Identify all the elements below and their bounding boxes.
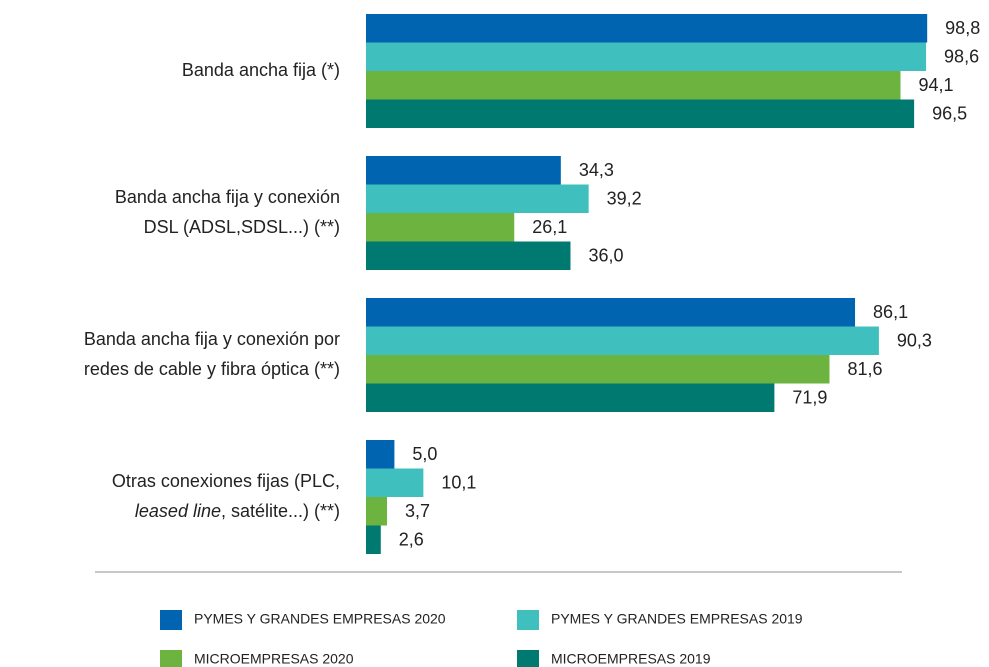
value-label: 81,6: [847, 359, 882, 379]
category-label: Banda ancha fija y conexión por: [84, 329, 340, 349]
value-label: 2,6: [399, 530, 424, 550]
category-label: Banda ancha fija y conexión: [115, 187, 340, 207]
bar: [366, 213, 515, 242]
bar: [366, 156, 561, 185]
legend-label: MICROEMPRESAS 2020: [194, 651, 354, 667]
legend-swatch: [517, 610, 539, 630]
value-label: 94,1: [918, 75, 953, 95]
value-label: 10,1: [441, 473, 476, 493]
value-label: 86,1: [873, 302, 908, 322]
bar: [366, 468, 424, 497]
category-label: Banda ancha fija (*): [182, 60, 340, 80]
legend-label: MICROEMPRESAS 2019: [551, 651, 711, 667]
category-label: redes de cable y fibra óptica (**): [84, 359, 340, 379]
bar: [366, 99, 915, 128]
bar: [366, 326, 879, 355]
bar: [366, 71, 901, 100]
value-label: 5,0: [412, 444, 437, 464]
legend-label: PYMES Y GRANDES EMPRESAS 2020: [194, 611, 446, 627]
bar: [366, 14, 928, 43]
bar: [366, 42, 927, 71]
value-label: 98,8: [945, 18, 980, 38]
value-label: 71,9: [792, 388, 827, 408]
legend-swatch: [160, 650, 182, 667]
bar: [366, 355, 830, 384]
category-label: leased line, satélite...) (**): [135, 501, 340, 521]
value-label: 3,7: [405, 501, 430, 521]
value-label: 96,5: [932, 104, 967, 124]
category-label-part: leased line: [135, 501, 221, 521]
bar: [366, 298, 856, 327]
bar: [366, 440, 395, 469]
value-label: 98,6: [944, 47, 979, 67]
category-label: Otras conexiones fijas (PLC,: [112, 471, 340, 491]
bar: [366, 184, 589, 213]
category-label: DSL (ADSL,SDSL...) (**): [144, 217, 340, 237]
value-label: 39,2: [607, 189, 642, 209]
bar: [366, 383, 775, 412]
legend-swatch: [517, 650, 539, 667]
legend-swatch: [160, 610, 182, 630]
value-label: 34,3: [579, 160, 614, 180]
bar: [366, 497, 388, 526]
value-label: 26,1: [532, 217, 567, 237]
value-label: 36,0: [588, 246, 623, 266]
legend-label: PYMES Y GRANDES EMPRESAS 2019: [551, 611, 803, 627]
bar: [366, 241, 571, 270]
bar: [366, 525, 381, 554]
category-label-part: , satélite...) (**): [221, 501, 340, 521]
value-label: 90,3: [897, 331, 932, 351]
